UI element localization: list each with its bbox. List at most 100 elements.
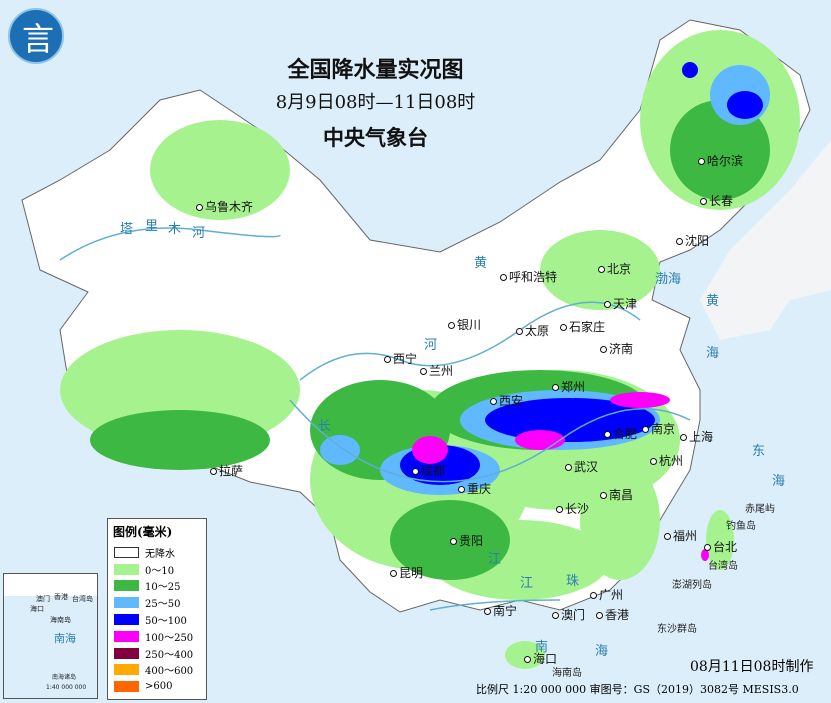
south-china-sea-inset: 澳门 香港 台湾岛 海口 海南岛 南海 南海诸岛 1:40 000 000	[3, 573, 98, 699]
legend-swatch	[114, 630, 139, 642]
legend-label: 100～250	[145, 632, 194, 644]
city-label: 呼和浩特	[500, 268, 557, 285]
sea-label: 海	[595, 644, 609, 659]
map-title: 全国降水量实况图	[287, 57, 464, 83]
city-label: 南京	[642, 420, 675, 437]
sea-label: 南	[535, 640, 549, 655]
city-label: 天津	[604, 295, 637, 312]
sea-label: 黄	[706, 294, 720, 309]
legend-item: 10～25	[108, 578, 206, 595]
legend-swatch	[114, 614, 139, 626]
river-label: 木	[168, 222, 182, 237]
legend-label: 400～600	[145, 666, 194, 678]
sea-label: 海	[706, 346, 720, 361]
city-label: 银川	[448, 316, 481, 333]
city-label: 哈尔滨	[698, 152, 743, 169]
legend-item: 0～10	[108, 561, 206, 578]
river-label: 江	[488, 552, 502, 567]
river-label: 长	[318, 419, 332, 434]
city-label: 乌鲁木齐	[196, 198, 253, 215]
city-label: 武汉	[565, 458, 598, 475]
city-label: 福州	[664, 527, 697, 544]
legend-item: 100～250	[108, 628, 206, 645]
legend-label: 25～50	[145, 599, 181, 611]
legend-label: >600	[145, 681, 173, 693]
inset-label: 香港	[54, 593, 68, 601]
city-label: 南昌	[600, 486, 633, 503]
legend-item: 无降水	[108, 544, 206, 561]
city-label: 郑州	[552, 378, 585, 395]
city-label: 上海	[680, 428, 713, 445]
map-period: 8月9日08时—11日08时	[275, 92, 476, 113]
sea-label: 渤海	[655, 272, 682, 287]
city-label: 合肥	[604, 425, 637, 442]
legend-swatch	[114, 681, 139, 693]
river-label: 河	[192, 226, 206, 241]
neighbor-land	[0, 0, 831, 340]
inset-label: 南海诸岛	[52, 674, 77, 681]
city-label: 长沙	[556, 500, 589, 517]
city-label: 拉萨	[210, 462, 243, 479]
city-label: 沈阳	[676, 232, 709, 249]
legend-swatch	[114, 546, 139, 558]
inset-label: 南海	[54, 632, 76, 645]
legend-swatch	[114, 597, 139, 609]
city-label: 北京	[598, 260, 631, 277]
city-label: 济南	[600, 340, 633, 357]
legend-item: 400～600	[108, 662, 206, 679]
legend-item: >600	[108, 678, 206, 695]
sea-label: 海	[772, 474, 786, 489]
cma-logo: 言	[8, 8, 64, 64]
island-label: 钓鱼岛	[726, 521, 756, 532]
city-label: 西宁	[384, 350, 417, 367]
island-label: 海南岛	[552, 668, 582, 679]
rivers	[59, 227, 691, 611]
city-label: 长春	[700, 192, 733, 209]
city-label: 贵阳	[450, 532, 483, 549]
river-label: 黄	[474, 256, 488, 271]
legend-label: 50～100	[145, 616, 187, 628]
scale-approval: 比例尺 1:20 000 000 审图号：GS（2019）3082号 MESIS…	[476, 683, 799, 696]
map-agency: 中央气象台	[323, 125, 428, 150]
city-label: 南宁	[484, 602, 517, 619]
inset-land	[4, 574, 97, 596]
island-label: 赤尾屿	[745, 504, 775, 515]
city-label: 昆明	[390, 564, 423, 581]
inset-label: 1:40 000 000	[46, 684, 87, 691]
city-label: 兰州	[420, 362, 453, 379]
legend-swatch	[114, 563, 139, 575]
island-label: 东沙群岛	[657, 624, 697, 635]
legend-swatch	[114, 664, 139, 676]
legend-item: 250～400	[108, 645, 206, 662]
city-label: 成都	[412, 462, 445, 479]
city-label: 广州	[590, 586, 623, 603]
legend: 图例(毫米) 无降水 0～10 10～25 25～50 50～100 100～250 250…	[107, 518, 207, 700]
city-label: 香港	[596, 606, 629, 623]
inset-label: 台湾岛	[72, 595, 93, 603]
city-label: 杭州	[650, 452, 683, 469]
sea-label: 东	[752, 444, 766, 459]
island-label: 台湾岛	[708, 561, 738, 572]
production-time: 08月11日08时制作	[690, 659, 814, 675]
legend-label: 250～400	[145, 649, 194, 661]
city-label: 澳门	[552, 606, 585, 623]
city-label: 海口	[524, 650, 557, 667]
legend-label: 10～25	[145, 582, 181, 594]
river-label: 珠	[566, 574, 580, 589]
legend-label: 0～10	[145, 565, 175, 577]
river-label: 江	[520, 576, 534, 591]
legend-title: 图例(毫米)	[113, 525, 173, 539]
city-label: 西安	[490, 392, 523, 409]
legend-swatch	[114, 647, 139, 659]
inset-label: 澳门	[36, 595, 50, 603]
legend-item: 25～50	[108, 594, 206, 611]
city-label: 重庆	[458, 480, 491, 497]
legend-swatch	[114, 580, 139, 592]
legend-item: 50～100	[108, 611, 206, 628]
river-label: 塔	[120, 222, 134, 237]
island-label: 澎湖列岛	[672, 580, 712, 591]
city-label: 太原	[516, 322, 549, 339]
river-label: 河	[424, 338, 438, 353]
inset-label: 海口	[30, 605, 44, 613]
legend-label: 无降水	[145, 548, 175, 560]
